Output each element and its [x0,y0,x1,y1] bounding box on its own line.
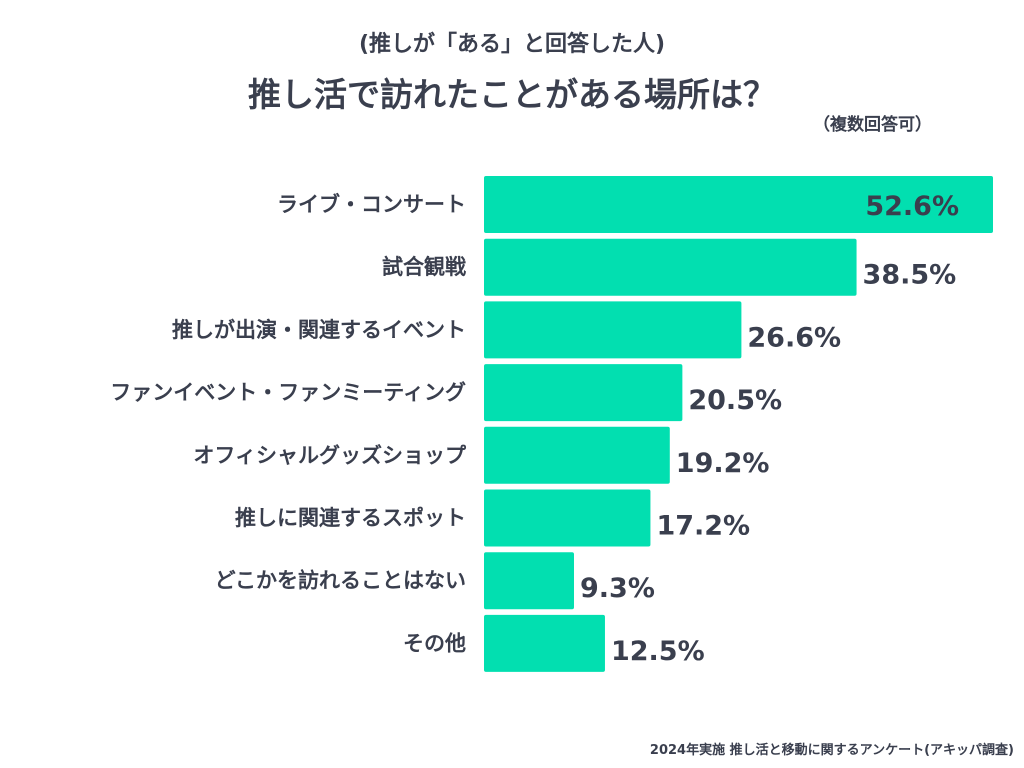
category-label-5: 推しに関連するスポット [235,506,466,530]
chart-subtitle: (推しが「ある」と回答した人) [358,32,666,57]
bar-6 [484,552,574,610]
value-label-6: 9.3% [580,573,655,604]
value-label-2: 26.6% [747,322,841,353]
bar-4 [484,426,670,484]
value-label-1: 38.5% [863,260,957,291]
value-label-5: 17.2% [656,511,750,542]
value-label-3: 20.5% [688,385,782,416]
bar-5 [484,489,651,547]
category-label-7: その他 [403,631,466,655]
multiple-answer-note: （複数回答可） [813,115,932,135]
category-label-0: ライブ・コンサート [277,193,466,217]
chart-title: 推し活で訪れたことがある場所は？ [248,75,776,114]
bar-1 [484,238,857,296]
category-label-1: 試合観戦 [382,255,466,279]
category-label-2: 推しが出演・関連するイベント [172,318,466,342]
bar-0 [484,176,993,233]
bar-3 [484,364,683,422]
category-label-3: ファンイベント・ファンミーティング [110,381,466,405]
value-label-7: 12.5% [611,636,705,667]
value-label-4: 19.2% [676,448,770,479]
category-label-4: オフィシャルグッズショップ [193,443,467,467]
bar-2 [484,301,742,359]
source-note: 2024年実施 推し活と移動に関するアンケート(アキッパ調査) [649,743,1014,758]
value-label-0: 52.6% [865,191,959,222]
category-label-6: どこかを訪れることはない [215,569,466,593]
bar-7 [484,614,605,672]
